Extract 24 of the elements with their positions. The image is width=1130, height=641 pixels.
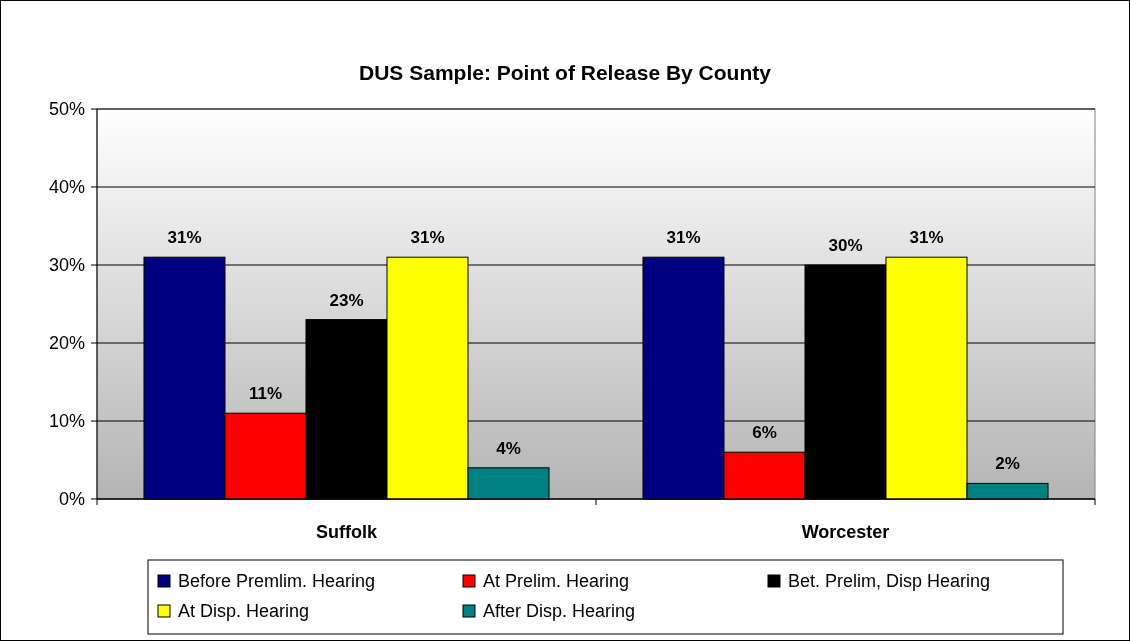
legend-label: Before Premlim. Hearing [178,571,376,592]
data-label: 2% [995,454,1020,474]
legend-label: After Disp. Hearing [483,601,636,622]
chart-title: DUS Sample: Point of Release By County [359,61,772,84]
data-label: 30% [828,236,863,255]
data-label: 6% [752,423,777,443]
data-label: 31% [410,228,445,248]
legend-label: At Disp. Hearing [178,601,310,622]
legend-label: At Prelim. Hearing [483,571,630,592]
y-tick-label: 30% [48,255,85,276]
data-label: 31% [909,228,944,248]
x-tick-label: Worcester [801,522,890,542]
data-label: 31% [167,228,202,248]
y-tick-label: 20% [48,333,85,354]
y-tick-label: 40% [48,177,85,198]
y-tick-label: 0% [58,489,85,510]
data-label: 31% [666,228,701,248]
legend-label: Bet. Prelim, Disp Hearing [788,571,991,592]
x-tick-label: Suffolk [316,522,378,542]
data-label: 23% [329,290,364,310]
y-tick-label: 10% [48,411,85,432]
y-tick-label: 50% [48,99,85,120]
data-label: 11% [248,384,283,404]
data-label: 4% [496,438,521,458]
